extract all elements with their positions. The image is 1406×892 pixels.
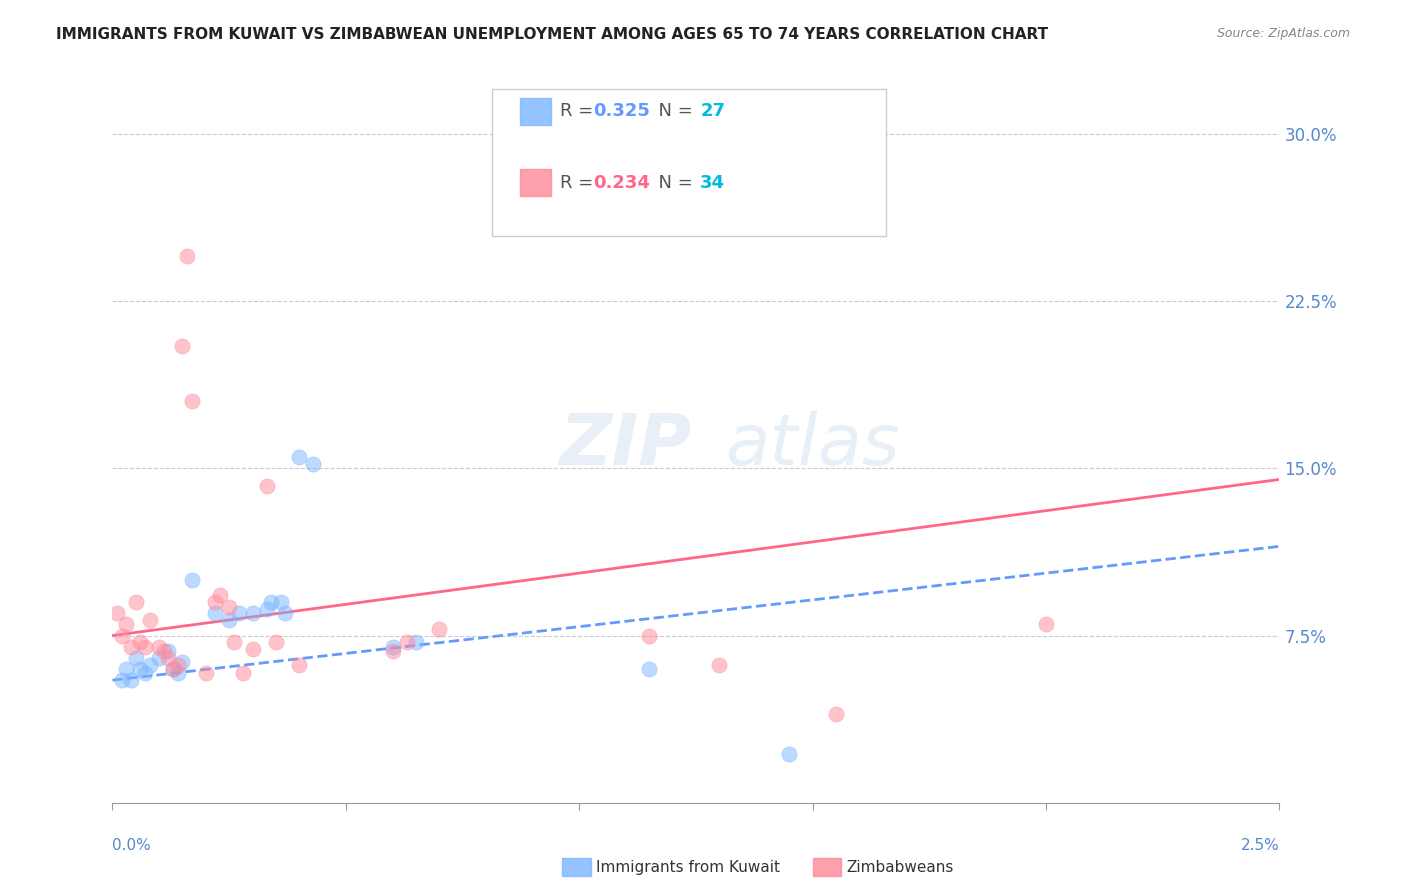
Point: [162, 662, 184, 676]
Text: R =: R =: [560, 103, 599, 120]
Point: [381, 644, 404, 658]
Point: [232, 666, 254, 681]
Point: [288, 657, 311, 672]
Point: [522, 149, 544, 163]
Point: [134, 666, 156, 681]
Point: [395, 635, 418, 649]
Point: [222, 635, 245, 649]
Point: [129, 635, 152, 649]
Point: [208, 589, 231, 603]
Point: [778, 747, 800, 761]
Point: [125, 595, 148, 609]
Point: [1035, 617, 1057, 632]
Point: [204, 607, 226, 621]
Point: [157, 651, 180, 665]
Text: Immigrants from Kuwait: Immigrants from Kuwait: [596, 860, 780, 874]
Text: atlas: atlas: [725, 411, 900, 481]
Text: N =: N =: [647, 103, 699, 120]
Point: [120, 673, 142, 687]
Point: [288, 450, 311, 464]
Point: [427, 622, 450, 636]
Text: 0.325: 0.325: [593, 103, 650, 120]
Text: Zimbabweans: Zimbabweans: [846, 860, 953, 874]
Point: [115, 617, 138, 632]
Point: [139, 657, 162, 672]
Point: [194, 666, 217, 681]
Point: [256, 479, 278, 493]
Point: [176, 249, 198, 264]
Point: [125, 651, 148, 665]
Point: [172, 338, 194, 352]
Point: [120, 640, 142, 654]
Point: [166, 657, 188, 672]
Text: 0.234: 0.234: [593, 174, 650, 192]
Point: [228, 607, 250, 621]
Point: [180, 573, 202, 587]
Point: [111, 673, 134, 687]
Point: [638, 628, 661, 642]
Point: [218, 613, 240, 627]
Point: [157, 644, 180, 658]
Point: [709, 657, 731, 672]
Point: [242, 607, 264, 621]
Text: IMMIGRANTS FROM KUWAIT VS ZIMBABWEAN UNEMPLOYMENT AMONG AGES 65 TO 74 YEARS CORR: IMMIGRANTS FROM KUWAIT VS ZIMBABWEAN UNE…: [56, 27, 1049, 42]
Point: [381, 640, 404, 654]
Point: [148, 640, 170, 654]
Point: [166, 666, 188, 681]
Point: [256, 602, 278, 616]
Point: [105, 607, 128, 621]
Point: [270, 595, 292, 609]
Point: [162, 662, 184, 676]
Point: [153, 644, 176, 658]
Point: [129, 662, 152, 676]
Point: [264, 635, 287, 649]
Point: [172, 655, 194, 669]
Text: N =: N =: [647, 174, 699, 192]
Text: Source: ZipAtlas.com: Source: ZipAtlas.com: [1216, 27, 1350, 40]
Point: [180, 394, 202, 409]
Point: [242, 642, 264, 657]
Point: [115, 662, 138, 676]
Point: [302, 457, 325, 471]
Text: R =: R =: [560, 174, 599, 192]
Point: [274, 607, 297, 621]
Point: [148, 651, 170, 665]
Point: [260, 595, 283, 609]
Point: [825, 706, 848, 721]
Point: [204, 595, 226, 609]
Point: [638, 662, 661, 676]
Point: [139, 613, 162, 627]
Text: 0.0%: 0.0%: [112, 838, 152, 854]
Point: [218, 599, 240, 614]
Text: 34: 34: [700, 174, 725, 192]
Point: [134, 640, 156, 654]
Point: [405, 635, 427, 649]
Text: 2.5%: 2.5%: [1240, 838, 1279, 854]
Text: 27: 27: [700, 103, 725, 120]
Point: [111, 628, 134, 642]
Text: ZIP: ZIP: [560, 411, 692, 481]
